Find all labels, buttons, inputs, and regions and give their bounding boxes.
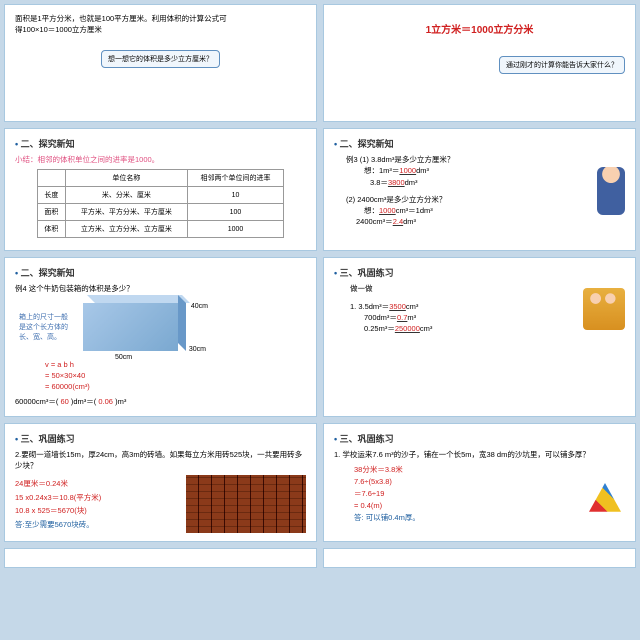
person-illustration — [597, 167, 625, 215]
books-illustration — [585, 476, 625, 512]
slide-1: 面积是1平方分米，也就是100平方厘米。利用体积的计算公式可 得100×10＝1… — [4, 4, 317, 122]
slide-4: 二、探究新知 例3 (1) 3.8dm³是多少立方厘米？ 想：1m³＝1000d… — [323, 128, 636, 251]
summary: 小结：相邻的体积单位之间的进率是1000。 — [15, 154, 306, 165]
slide-2: 1立方米＝1000立方分米 通过刚才的计算你能告诉大家什么？ — [323, 4, 636, 122]
thought-bubble: 想一想它的体积是多少立方厘米？ — [101, 50, 220, 68]
section-title: 二、探究新知 — [15, 266, 306, 279]
slide-8: 三、巩固练习 1. 学校运来7.6 m³的沙子，铺在一个长5m，宽38 dm的沙… — [323, 423, 636, 543]
kids-illustration — [583, 288, 625, 330]
section-title: 二、探究新知 — [334, 137, 625, 150]
unit-table: 单位名称相邻两个单位间的进率 长度米、分米、厘米10 面积平方米、平方分米、平方… — [37, 169, 284, 238]
section-title: 三、巩固练习 — [15, 432, 306, 445]
section-title: 二、探究新知 — [15, 137, 306, 150]
text: 面积是1平方分米，也就是100平方厘米。利用体积的计算公式可 — [15, 13, 306, 24]
equation: 1立方米＝1000立方分米 — [334, 21, 625, 36]
thought-bubble: 通过刚才的计算你能告诉大家什么？ — [499, 56, 625, 74]
slide-3: 二、探究新知 小结：相邻的体积单位之间的进率是1000。 单位名称相邻两个单位间… — [4, 128, 317, 251]
text: 得100×10＝1000立方厘米 — [15, 24, 306, 35]
section-title: 三、巩固练习 — [334, 266, 625, 279]
section-title: 三、巩固练习 — [334, 432, 625, 445]
slide-partial — [323, 548, 636, 568]
slide-5: 二、探究新知 例4 这个牛奶包装箱的体积是多少？ 箱上的尺寸一般是这个长方体的长… — [4, 257, 317, 416]
slide-7: 三、巩固练习 2.要砌一道墙长15m，厚24cm，高3m的砖墙。如果每立方米用砖… — [4, 423, 317, 543]
brick-wall — [186, 475, 306, 533]
slide-partial — [4, 548, 317, 568]
slide-6: 三、巩固练习 做一做 1. 3.5dm³＝3500cm³ 700dm³＝0.7m… — [323, 257, 636, 416]
box-diagram — [83, 303, 178, 351]
